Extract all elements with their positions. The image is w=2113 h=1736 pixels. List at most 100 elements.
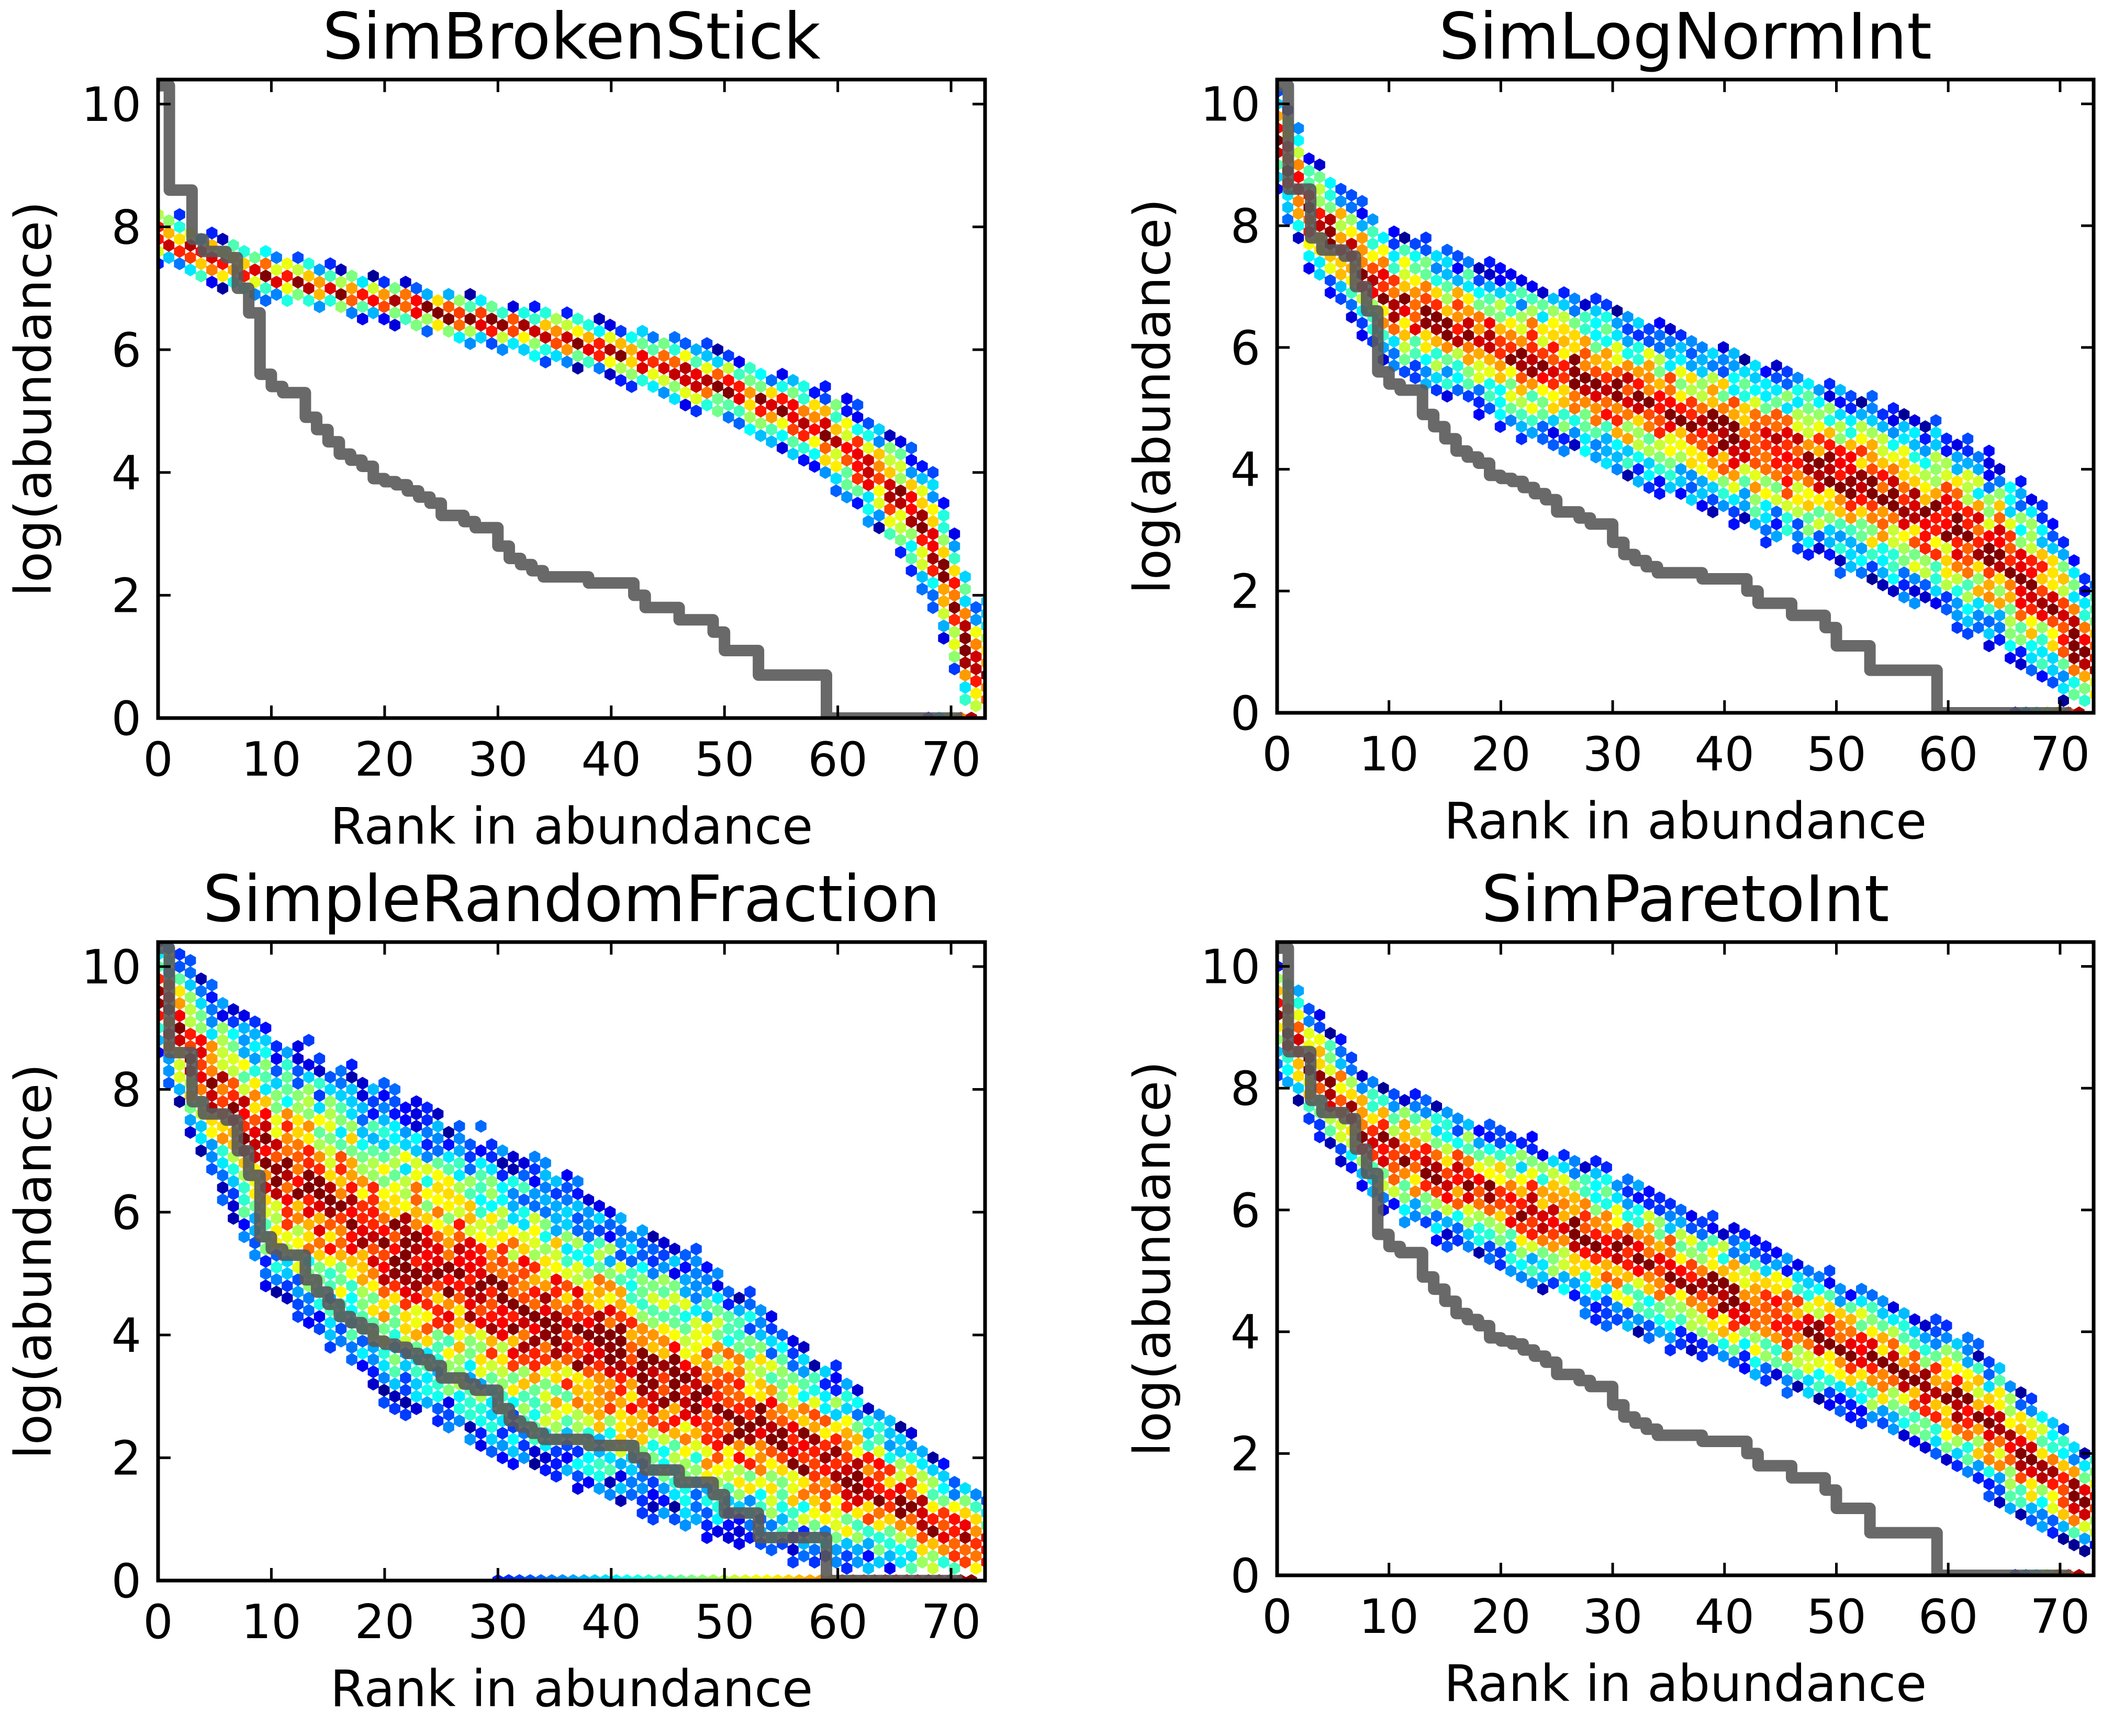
hexbin-cell xyxy=(572,1310,584,1323)
hexbin-cell xyxy=(1441,1155,1453,1168)
hexbin-cell xyxy=(1919,420,1931,433)
hexbin-cell xyxy=(626,1427,638,1440)
hexbin-cell xyxy=(1845,511,1857,524)
hexbin-cell xyxy=(615,324,627,338)
hexbin-cell xyxy=(895,533,907,547)
hexbin-cell xyxy=(1718,414,1729,427)
hexbin-cell xyxy=(626,1242,638,1256)
hexbin-cell xyxy=(1877,1331,1888,1345)
hexbin-cell xyxy=(1356,207,1368,220)
hexbin-cell xyxy=(1293,996,1304,1010)
hexbin-cell xyxy=(1994,1386,2005,1399)
hexbin-cell xyxy=(1335,268,1347,281)
hexbin-cell xyxy=(1728,1331,1740,1345)
hexbin-cell xyxy=(809,398,820,412)
hexbin-cell xyxy=(1282,213,1293,226)
hexbin-cell xyxy=(905,1451,917,1464)
hexbin-cell xyxy=(410,1328,422,1342)
hexbin-cell xyxy=(1718,475,1729,488)
x-tick-label: 30 xyxy=(1583,1589,1643,1644)
hexbin-cell xyxy=(1335,280,1347,293)
hexbin-cell xyxy=(346,306,357,320)
hexbin-cell xyxy=(1675,1337,1686,1351)
hexbin-cell xyxy=(1728,469,1740,482)
hexbin-cell xyxy=(475,294,487,307)
hexbin-cell xyxy=(1803,548,1814,561)
hexbin-cell xyxy=(690,1500,702,1514)
hexbin-cell xyxy=(863,1439,874,1452)
hexbin-cell xyxy=(1346,1088,1357,1101)
hexbin-cell xyxy=(1601,359,1612,372)
hexbin-cell xyxy=(615,349,627,363)
hexbin-cell xyxy=(325,1083,336,1096)
hexbin-cell xyxy=(2058,1532,2069,1545)
hexbin-cell xyxy=(1994,572,2005,586)
hexbin-cell xyxy=(1973,1435,1984,1448)
hexbin-cell xyxy=(1686,1246,1697,1259)
hexbin-cell xyxy=(572,1445,584,1458)
hexbin-cell xyxy=(432,1328,444,1342)
y-tick-label: 0 xyxy=(111,1554,141,1609)
hexbin-cell xyxy=(346,1132,357,1145)
hexbin-cell xyxy=(1399,1179,1411,1192)
hexbin-cell xyxy=(529,312,541,326)
hexbin-cell xyxy=(540,318,551,332)
hexbin-cell xyxy=(551,1236,562,1250)
hexbin-cell xyxy=(410,1095,422,1108)
hexbin-cell xyxy=(367,1279,379,1293)
hexbin-cell xyxy=(497,1439,508,1452)
hexbin-cell xyxy=(1293,207,1304,220)
hexbin-cell xyxy=(1537,1283,1549,1296)
hexbin-cell xyxy=(1962,518,1974,531)
hexbin-cell xyxy=(410,1316,422,1329)
hexbin-cell xyxy=(604,343,616,356)
hexbin-cell xyxy=(185,1003,196,1016)
hexbin-cell xyxy=(271,1212,282,1225)
hexbin-cell xyxy=(1750,1234,1761,1247)
hexbin-cell xyxy=(658,1285,670,1298)
hexbin-cell xyxy=(1930,597,1942,610)
hexbin-cell xyxy=(357,1347,368,1360)
hexbin-cell xyxy=(884,515,896,528)
hexbin-cell xyxy=(1622,408,1634,421)
hexbin-cell xyxy=(1516,1161,1527,1174)
hexbin-cell xyxy=(1590,292,1602,305)
hexbin-cell xyxy=(1420,280,1432,293)
hexbin-cell xyxy=(905,1562,917,1575)
hexbin-cell xyxy=(809,1555,820,1569)
hexbin-cell xyxy=(1516,335,1527,348)
hexbin-cell xyxy=(1633,365,1644,378)
hexbin-cell xyxy=(2058,1471,2069,1484)
hexbin-cell xyxy=(1526,414,1538,427)
hexbin-cell xyxy=(1569,414,1580,427)
hexbin-cell xyxy=(669,1328,680,1342)
hexbin-cell xyxy=(551,1322,562,1336)
hexbin-cell xyxy=(1686,371,1697,385)
hexbin-cell xyxy=(314,1322,326,1336)
hexbin-cell xyxy=(1718,1228,1729,1241)
hexbin-cell xyxy=(604,331,616,344)
hexbin-cell xyxy=(1707,1270,1718,1284)
hexbin-cell xyxy=(1792,518,1804,531)
hexbin-cell xyxy=(723,1531,734,1544)
hexbin-cell xyxy=(1601,384,1612,397)
hexbin-cell xyxy=(927,1525,939,1538)
chart-title: SimBrokenStick xyxy=(322,0,821,74)
hexbin-cell xyxy=(475,1279,487,1293)
hexbin-cell xyxy=(1951,523,1963,537)
hexbin-cell xyxy=(604,1451,616,1464)
hexbin-cell xyxy=(1654,1264,1665,1278)
hexbin-cell xyxy=(454,1119,465,1133)
hexbin-cell xyxy=(1644,322,1655,336)
hexbin-cell xyxy=(260,1034,272,1047)
hexbin-cell xyxy=(389,1107,400,1121)
hexbin-cell xyxy=(443,1384,454,1397)
hexbin-cell xyxy=(723,1359,734,1372)
hexbin-cell xyxy=(1930,585,1942,598)
hexbin-cell xyxy=(1473,274,1485,287)
hexbin-cell xyxy=(895,1506,907,1520)
hexbin-cell xyxy=(357,300,368,313)
hexbin-cell xyxy=(561,1377,573,1391)
hexbin-cell xyxy=(1696,389,1708,403)
hexbin-cell xyxy=(1537,420,1549,433)
